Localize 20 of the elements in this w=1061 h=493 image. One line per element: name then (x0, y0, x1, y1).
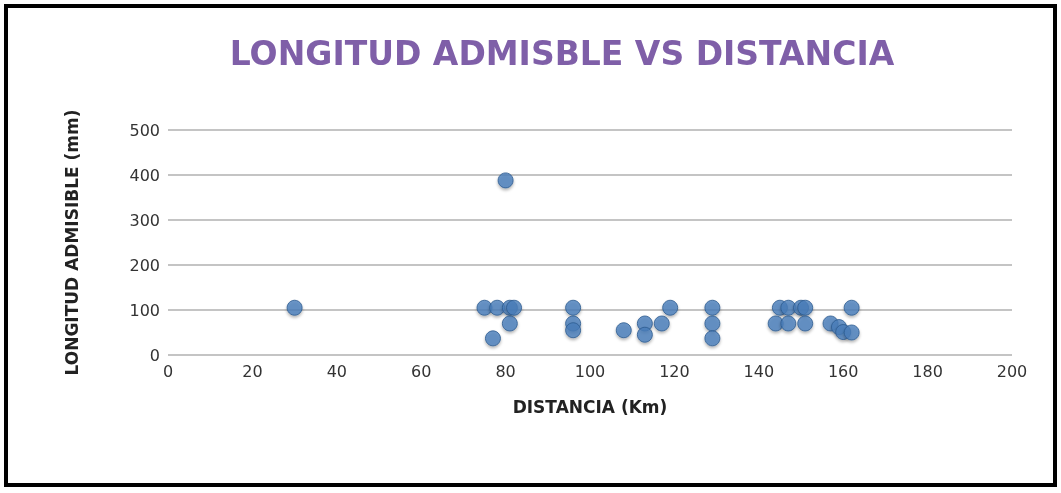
x-tick-label: 180 (912, 361, 943, 381)
y-axis-title: LONGITUD ADMISIBLE (mm) (61, 109, 82, 376)
y-tick-label: 300 (129, 210, 160, 230)
x-tick-label: 100 (574, 361, 606, 381)
y-tick-label: 100 (129, 300, 160, 320)
y-tick-label: 400 (129, 165, 160, 185)
x-axis-title: DISTANCIA (Km) (512, 396, 668, 417)
x-tick-label: 160 (827, 361, 859, 381)
x-tick-label: 80 (495, 361, 516, 381)
x-tick-label: 140 (743, 361, 775, 381)
chart-title: LONGITUD ADMISBLE VS DISTANCIA (229, 34, 895, 73)
x-tick-label: 40 (326, 361, 347, 381)
y-tick-label: 200 (129, 255, 160, 275)
x-tick-label: 60 (411, 361, 432, 381)
x-tick-label: 20 (242, 361, 263, 381)
y-tick-label: 500 (129, 120, 160, 140)
x-tick-label: 120 (659, 361, 690, 381)
x-tick-label: 0 (162, 361, 174, 381)
x-tick-label: 200 (996, 361, 1028, 381)
y-tick-label: 0 (149, 345, 160, 365)
